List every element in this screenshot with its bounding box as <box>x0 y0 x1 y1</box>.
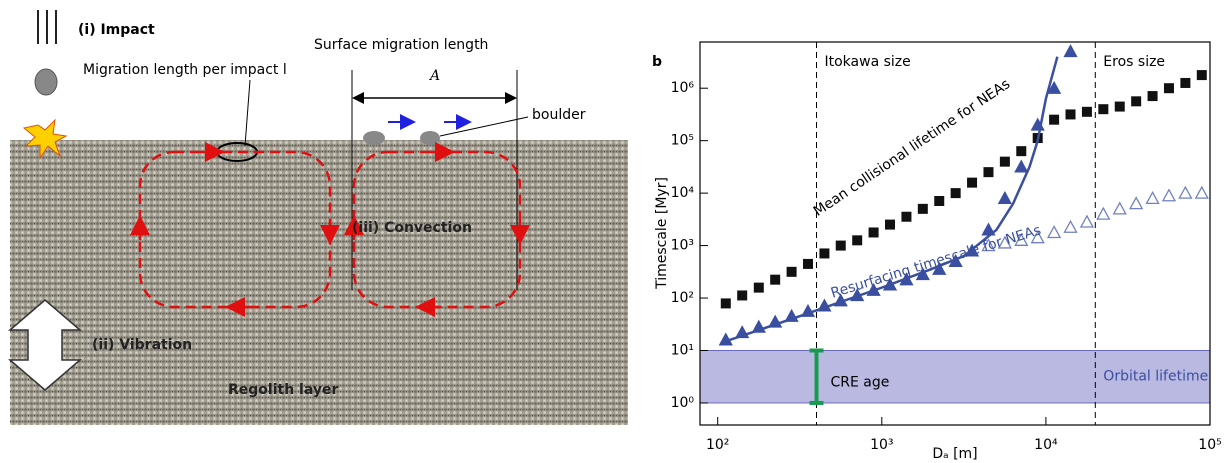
x-tick-label: 10⁵ <box>1198 437 1221 453</box>
diagram: (i) Impact Migration length per impact l… <box>7 10 628 425</box>
triangle-marker <box>1047 80 1062 94</box>
boulder <box>420 131 440 145</box>
triangle-marker <box>981 238 996 252</box>
fit-line <box>720 56 1059 345</box>
square-marker <box>720 298 731 309</box>
impact-lines <box>37 10 57 44</box>
panel-label: b <box>652 54 662 70</box>
triangle-marker <box>1079 214 1095 228</box>
triangle-marker <box>997 235 1012 249</box>
pointer <box>439 116 529 137</box>
y-tick-label: 10¹ <box>671 342 694 358</box>
triangle-marker <box>1161 188 1177 202</box>
chart: b Timescale [Myr] Dₐ [m] Orbital lifetim… <box>652 41 1222 462</box>
cell-arrows <box>130 142 530 317</box>
error-label: CRE age <box>831 375 890 391</box>
square-marker <box>1180 77 1191 88</box>
annotation: Resurfacing timescale for NEAs <box>829 222 1043 301</box>
square-marker <box>737 290 748 301</box>
triangle-marker <box>1030 230 1045 244</box>
regolith <box>10 140 628 425</box>
square-marker <box>1131 96 1142 107</box>
x-axis-label: Dₐ [m] <box>932 446 977 462</box>
annotation: Mean collisional lifetime for NEAs <box>811 76 1013 220</box>
triangle-marker <box>1129 196 1144 210</box>
label: (iii) Convection <box>352 220 472 236</box>
y-tick-label: 10⁶ <box>671 80 695 96</box>
square-marker <box>1196 70 1207 81</box>
square-marker <box>1098 104 1109 115</box>
label: boulder <box>532 107 586 123</box>
flash <box>22 118 68 160</box>
label: Regolith layer <box>228 382 338 398</box>
triangle-marker <box>1014 159 1029 173</box>
square-marker <box>1114 101 1125 112</box>
square-marker <box>1147 91 1158 102</box>
square-marker <box>852 235 863 246</box>
triangle-marker <box>1194 185 1209 199</box>
triangle-marker <box>1096 206 1111 220</box>
square-marker <box>901 211 912 222</box>
square-marker <box>1081 106 1092 117</box>
label: Migration length per impact l <box>83 62 287 78</box>
y-tick-label: 10³ <box>671 238 694 254</box>
boulder <box>363 131 385 145</box>
triangle-marker <box>1063 219 1078 233</box>
square-marker <box>770 274 781 285</box>
pointer <box>244 79 251 147</box>
square-marker <box>835 240 846 251</box>
square-marker <box>983 167 994 178</box>
triangle-marker <box>1014 232 1029 246</box>
square-marker <box>802 258 813 269</box>
square-marker <box>868 227 879 238</box>
triangle-marker <box>1047 225 1062 239</box>
square-marker <box>967 177 978 188</box>
triangle-marker <box>1112 201 1127 215</box>
reference-label: Eros size <box>1103 54 1165 70</box>
square-marker <box>917 203 928 214</box>
y-tick-label: 10⁵ <box>671 133 694 149</box>
triangle-marker <box>1063 44 1078 58</box>
square-marker <box>819 248 830 259</box>
square-marker <box>950 188 961 199</box>
label: (i) Impact <box>78 22 155 38</box>
square-marker <box>753 282 764 293</box>
frame <box>699 41 1211 426</box>
y-tick-label: 10⁴ <box>671 185 695 201</box>
square-marker <box>999 156 1010 167</box>
rock <box>34 68 58 96</box>
label: Surface migration length <box>314 37 488 53</box>
label: A <box>428 68 440 84</box>
band-label: Orbital lifetime <box>1103 369 1208 385</box>
square-marker <box>934 195 945 206</box>
triangle-marker <box>1178 185 1193 199</box>
square-marker <box>1163 83 1174 94</box>
reference-label: Itokawa size <box>825 54 911 70</box>
triangle-marker <box>932 261 947 275</box>
x-tick-label: 10⁴ <box>1034 437 1058 453</box>
vibration-arrow <box>7 299 83 391</box>
triangle-marker <box>997 191 1012 205</box>
y-axis-label: Timescale [Myr] <box>654 177 670 290</box>
square-marker <box>1049 114 1060 125</box>
square-marker <box>1016 146 1027 157</box>
square-marker <box>1065 109 1076 120</box>
label: (ii) Vibration <box>92 337 192 353</box>
x-tick-label: 10² <box>706 437 729 453</box>
triangle-marker <box>1145 191 1160 205</box>
y-tick-label: 10² <box>671 290 694 306</box>
y-tick-label: 10⁰ <box>671 395 695 411</box>
x-tick-label: 10³ <box>870 437 893 453</box>
square-marker <box>885 219 896 230</box>
square-marker <box>786 266 797 277</box>
